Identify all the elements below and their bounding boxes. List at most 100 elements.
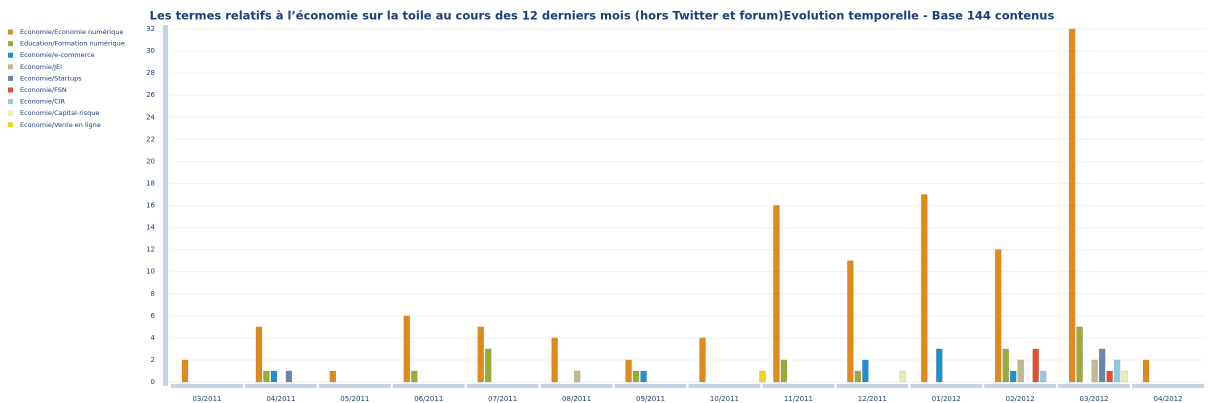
x-tick-label: 10/2011 (710, 395, 739, 403)
x-axis-segment (984, 384, 1057, 388)
bar (1017, 359, 1024, 383)
bar (640, 370, 647, 383)
bar (285, 370, 293, 383)
bar (477, 326, 484, 383)
legend-swatch (8, 52, 13, 58)
bar (270, 370, 278, 383)
x-tick-label: 04/2011 (266, 395, 295, 403)
bar (1098, 348, 1106, 383)
bar (329, 370, 337, 383)
legend-label: Economie/Vente en ligne (20, 121, 101, 129)
bar (1002, 348, 1009, 383)
legend-swatch (8, 99, 13, 105)
legend-swatch (8, 87, 13, 93)
y-tick-label: 8 (151, 290, 155, 298)
bar (921, 194, 928, 383)
bar (1091, 359, 1098, 383)
x-axis-segment (910, 384, 983, 388)
x-axis-segment (1132, 384, 1204, 388)
y-tick-label: 6 (151, 312, 156, 320)
legend-swatch (8, 29, 13, 35)
x-tick-label: 12/2011 (858, 395, 887, 403)
legend-label: Economie/Capital-risque (20, 109, 99, 117)
bar (484, 348, 492, 383)
legend-label: Economie/FSN (20, 86, 67, 94)
bar (936, 348, 943, 383)
bar (1039, 370, 1047, 383)
x-tick-label: 08/2011 (562, 395, 591, 403)
x-axis-segment (688, 384, 761, 388)
bar (847, 260, 854, 383)
y-tick-label: 14 (146, 224, 155, 232)
chart-title: Les termes relatifs à l’économie sur la … (150, 9, 1055, 23)
bar (1068, 28, 1076, 383)
legend-swatch (8, 110, 13, 116)
bar (625, 359, 632, 383)
y-tick-label: 10 (146, 268, 155, 276)
x-axis-segment (244, 384, 317, 388)
x-axis-segment (171, 384, 243, 388)
y-tick-label: 24 (146, 113, 155, 121)
bar (899, 370, 907, 383)
legend-label: Economie/Economie numérique (20, 28, 123, 36)
legend-swatch (8, 122, 13, 128)
bar (699, 337, 706, 383)
y-tick-label: 4 (151, 334, 156, 342)
y-tick-label: 18 (146, 179, 155, 187)
bar (759, 370, 766, 383)
x-axis-segment (318, 384, 391, 388)
y-tick-label: 12 (146, 246, 155, 254)
y-tick-label: 2 (151, 356, 155, 364)
y-axis (163, 25, 168, 386)
x-tick-label: 03/2012 (1080, 395, 1109, 403)
bar (862, 359, 869, 383)
bar (632, 370, 640, 383)
legend-label: Economie/JEI (20, 63, 62, 71)
x-tick-label: 02/2012 (1006, 395, 1035, 403)
bar (1076, 326, 1083, 383)
bar (263, 370, 270, 383)
x-tick-label: 01/2012 (932, 395, 961, 403)
legend-swatch (8, 75, 13, 81)
legend-swatch (8, 64, 13, 70)
bar (1106, 370, 1113, 383)
legend-label: Education/Formation numérique (20, 40, 125, 48)
bar (551, 337, 558, 383)
bar (1032, 348, 1039, 383)
legend-label: Economie/e-commerce (20, 51, 95, 59)
y-tick-label: 30 (146, 47, 155, 55)
bar (854, 370, 862, 383)
legend-label: Economie/CIR (20, 98, 66, 106)
bar (1113, 359, 1121, 383)
x-axis-segment (762, 384, 835, 388)
x-tick-label: 03/2011 (192, 395, 221, 403)
bar (1142, 359, 1150, 383)
x-tick-label: 07/2011 (488, 395, 517, 403)
y-tick-label: 32 (146, 25, 155, 33)
bar (780, 359, 788, 383)
x-axis-segment (466, 384, 539, 388)
y-tick-label: 26 (146, 91, 155, 99)
bar (573, 370, 581, 383)
bar (1121, 370, 1128, 383)
y-tick-label: 0 (151, 378, 155, 386)
x-axis-segment (614, 384, 687, 388)
legend-swatch (8, 41, 13, 47)
x-tick-label: 09/2011 (636, 395, 665, 403)
y-tick-label: 28 (146, 69, 155, 77)
x-axis-segment (836, 384, 909, 388)
legend-label: Economie/Startups (20, 74, 82, 82)
y-tick-label: 22 (146, 135, 155, 143)
x-axis-segment (392, 384, 465, 388)
bar (181, 359, 189, 383)
x-tick-label: 04/2012 (1153, 395, 1182, 403)
x-tick-label: 05/2011 (340, 395, 369, 403)
bar (411, 370, 418, 383)
bar (773, 205, 780, 383)
x-tick-label: 06/2011 (414, 395, 443, 403)
x-axis-segment (540, 384, 613, 388)
bar (255, 326, 263, 383)
x-axis-segment (1058, 384, 1131, 388)
x-tick-label: 11/2011 (784, 395, 813, 403)
